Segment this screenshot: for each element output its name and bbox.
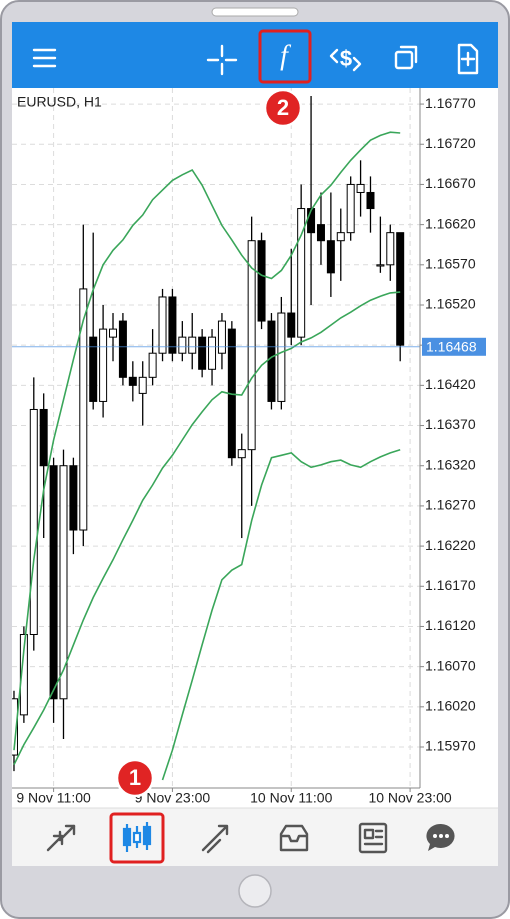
candle-body: [386, 232, 395, 266]
chart-tab[interactable]: [109, 812, 165, 864]
candle-body: [12, 698, 18, 756]
chat-tab[interactable]: [426, 823, 455, 851]
candle-body: [39, 408, 48, 467]
candle-body: [168, 296, 177, 354]
candle-body: [69, 465, 78, 531]
y-tick-label: 1.16220: [425, 537, 476, 553]
annotations: 12: [115, 88, 303, 798]
news-tab[interactable]: [358, 822, 388, 854]
candle-body: [287, 312, 296, 338]
toolbar: [12, 22, 498, 88]
candle-body: [336, 232, 345, 242]
badge-label: 2: [277, 95, 289, 120]
candle-body: [366, 191, 375, 210]
candle-body: [316, 224, 325, 242]
home-button[interactable]: [238, 874, 272, 908]
candle-body: [277, 312, 286, 402]
candle-body: [178, 336, 187, 354]
candle-body: [99, 328, 108, 402]
quotes-tab[interactable]: [46, 824, 76, 852]
trade-tab[interactable]: [201, 824, 229, 854]
candle-body: [326, 240, 335, 274]
candle-body: [198, 336, 207, 370]
speaker: [211, 7, 299, 17]
candle-body: [257, 240, 266, 322]
y-tick-label: 1.16770: [425, 95, 476, 111]
candle-body: [267, 320, 276, 402]
candle-body: [49, 465, 58, 700]
plot: [12, 96, 420, 781]
last-price-box: [422, 337, 486, 356]
y-tick-label: 1.16370: [425, 416, 476, 432]
y-tick-label: 1.16270: [425, 497, 476, 513]
candle-body: [208, 336, 217, 370]
candle-body: [79, 288, 88, 531]
crosshair-button[interactable]: [206, 44, 238, 76]
x-tick-label: 10 Nov 11:00: [250, 790, 332, 806]
candle-body: [247, 240, 256, 451]
y-tick-label: 1.16520: [425, 296, 476, 312]
candle-body: [118, 320, 127, 378]
candle-body: [128, 376, 137, 386]
y-tick-label: 1.16420: [425, 376, 476, 392]
y-tick-label: 1.16070: [425, 657, 476, 673]
candle-body: [346, 183, 355, 234]
axes: 1.16770 1.16720 1.16670 1.16620 1.16570 1.165…: [16, 95, 486, 806]
candle-body: [19, 633, 28, 716]
candle-body: [59, 465, 68, 700]
new-chart-button[interactable]: [457, 43, 479, 75]
candle-body: [29, 408, 38, 635]
last-price-label: 1.16468: [426, 338, 477, 354]
candle-body: [89, 336, 98, 402]
y-tick-label: 1.16570: [425, 256, 476, 272]
bottom-nav: [12, 808, 498, 866]
candle-body: [188, 336, 197, 354]
candle-body: [217, 320, 226, 354]
candle-body: [297, 208, 306, 338]
x-tick-label: 9 Nov 11:00: [16, 790, 91, 806]
x-tick-label: 10 Nov 23:00: [368, 790, 451, 806]
bollinger-upper: [13, 131, 401, 751]
y-tick-label: 1.16720: [425, 135, 476, 151]
bollinger-middle: [13, 291, 401, 766]
windows-button[interactable]: [394, 45, 418, 70]
y-tick-label: 1.16670: [425, 175, 476, 191]
y-tick-label: 1.16320: [425, 456, 476, 472]
y-tick-label: 1.16120: [425, 617, 476, 633]
indicators-button[interactable]: f: [280, 40, 291, 71]
y-tick-label: 1.15970: [425, 738, 476, 754]
candle-body: [237, 449, 246, 459]
svg-text:$: $: [340, 46, 352, 71]
badge: [115, 758, 155, 798]
candle-body: [109, 328, 118, 338]
badge-label: 1: [129, 765, 141, 790]
y-tick-label: 1.16620: [425, 215, 476, 231]
candle-body: [138, 376, 147, 394]
symbol-label: EURUSD, H1: [17, 94, 102, 110]
x-tick-label: 9 Nov 23:00: [135, 790, 211, 806]
y-tick-label: 1.16020: [425, 698, 476, 714]
badge: [263, 88, 303, 128]
candle-body: [396, 232, 405, 346]
menu-button[interactable]: [32, 48, 57, 68]
candle-body: [158, 296, 167, 354]
bollinger-lower: [161, 448, 401, 781]
candle-body: [356, 183, 365, 193]
history-tab[interactable]: [279, 824, 309, 852]
trade-button[interactable]: $: [329, 46, 362, 72]
highlight-box: [258, 29, 312, 84]
y-tick-label: 1.16170: [425, 577, 476, 593]
candle-body: [148, 352, 157, 378]
candle-body: [376, 264, 385, 267]
